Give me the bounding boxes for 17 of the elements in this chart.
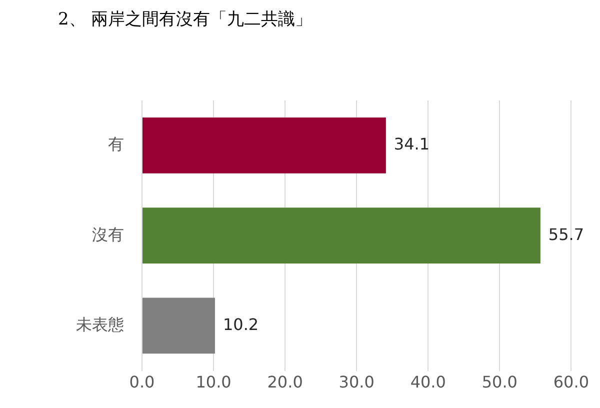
x-tick-label: 30.0 <box>338 372 374 392</box>
x-tick-label: 10.0 <box>196 372 232 392</box>
data-label: 10.2 <box>222 314 259 334</box>
x-tick-label: 0.0 <box>129 372 155 392</box>
x-tick-label: 50.0 <box>482 372 518 392</box>
y-tick-label: 未表態 <box>76 314 124 334</box>
y-tick-label: 沒有 <box>92 224 124 244</box>
bar <box>142 118 386 174</box>
data-label: 34.1 <box>394 134 430 154</box>
bar <box>142 298 215 354</box>
x-tick-label: 40.0 <box>410 372 446 392</box>
data-label: 55.7 <box>548 224 584 244</box>
chart-title: 2、 兩岸之間有沒有「九二共識」 <box>58 10 312 30</box>
x-tick-label: 60.0 <box>553 372 589 392</box>
y-tick-label: 有 <box>108 134 124 154</box>
x-tick-label: 20.0 <box>267 372 303 392</box>
bar <box>142 208 540 264</box>
